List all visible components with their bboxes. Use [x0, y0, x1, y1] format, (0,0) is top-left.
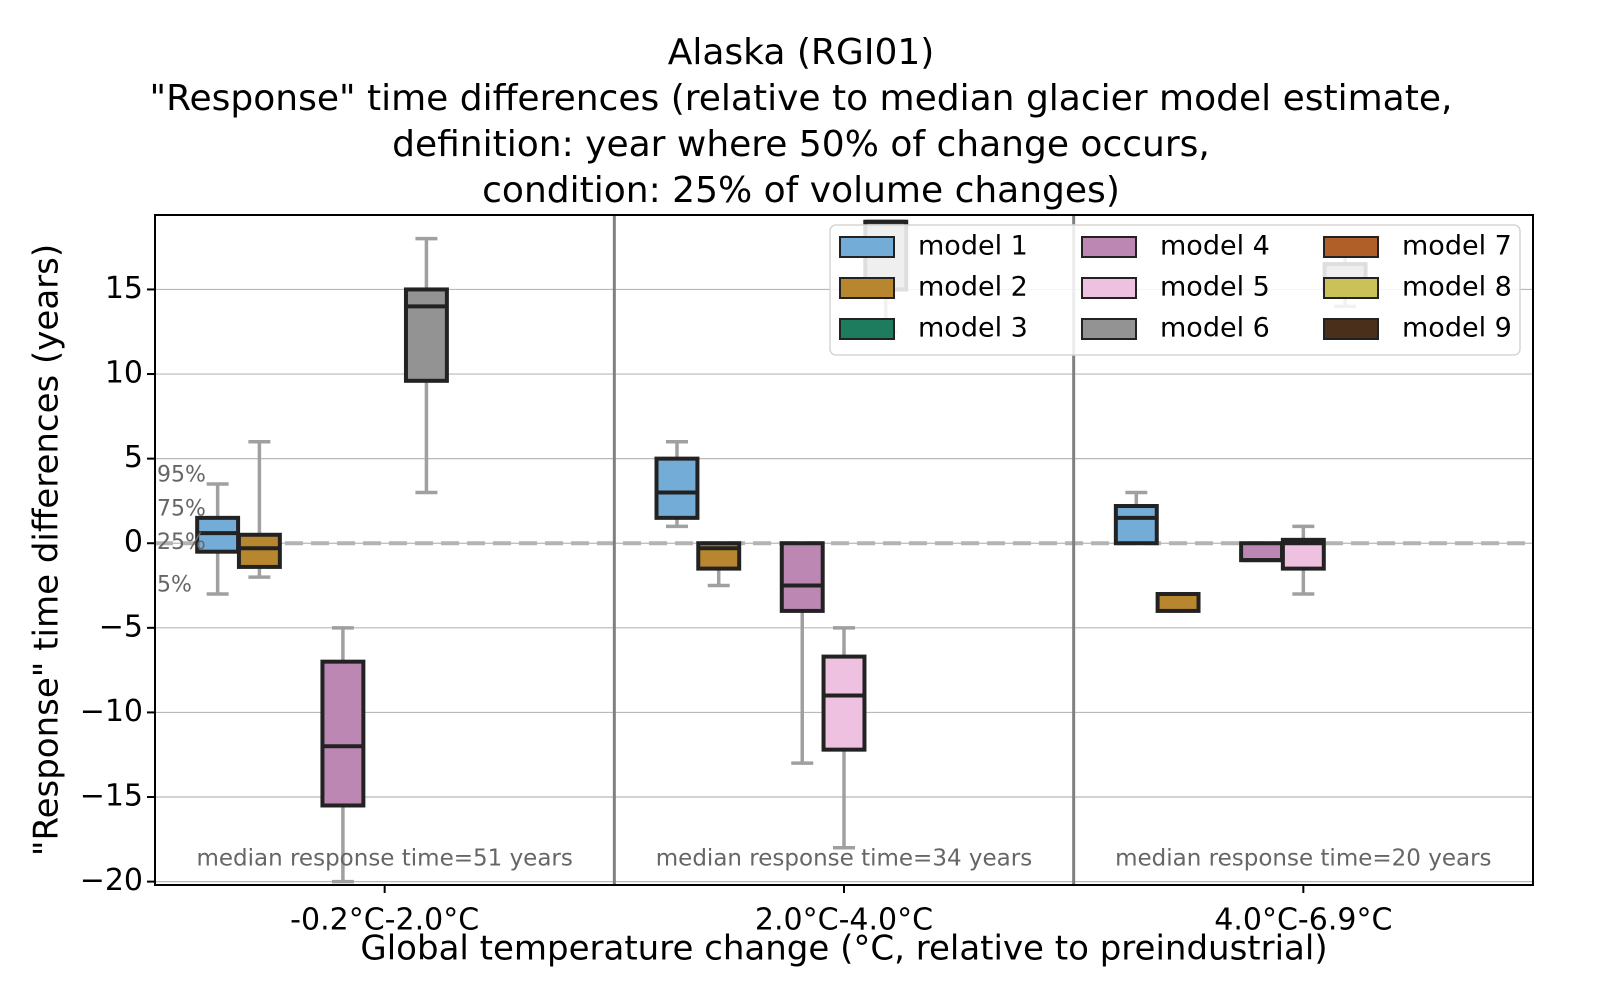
legend-label: model 1 — [918, 231, 1028, 262]
legend-swatch — [839, 236, 895, 258]
box-model-4 — [1239, 541, 1285, 563]
legend-label: model 4 — [1160, 231, 1270, 262]
y-tick-label: 0 — [124, 525, 143, 560]
legend-item: model 6 — [1081, 313, 1270, 344]
title-line: "Response" time differences (relative to… — [149, 78, 1453, 119]
box-body — [654, 456, 700, 520]
box-body — [320, 659, 366, 808]
box-body — [821, 654, 867, 752]
y-tick-label: −10 — [80, 694, 143, 729]
legend-swatch — [1323, 236, 1379, 258]
legend-swatch — [839, 318, 895, 340]
legend-label: model 2 — [918, 272, 1028, 303]
legend-swatch — [1081, 318, 1137, 340]
box-model-2 — [696, 541, 742, 588]
box-body — [1155, 591, 1201, 613]
box-body — [1239, 541, 1285, 563]
legend-item: model 1 — [839, 231, 1028, 262]
title-line: definition: year where 50% of change occ… — [392, 124, 1210, 165]
box-model-1 — [654, 439, 700, 529]
box-model-2 — [236, 439, 282, 579]
box-model-5 — [1280, 524, 1326, 596]
box-model-1 — [1113, 490, 1159, 546]
box-body — [236, 532, 282, 569]
legend-swatch — [1323, 277, 1379, 299]
y-tick-label: −20 — [80, 863, 143, 898]
title-line: condition: 25% of volume changes) — [482, 170, 1120, 211]
legend-item: model 2 — [839, 272, 1028, 303]
box-model-2 — [1155, 591, 1201, 613]
legend-item: model 8 — [1323, 272, 1512, 303]
legend-label: model 6 — [1160, 313, 1270, 344]
legend-label: model 9 — [1402, 313, 1512, 344]
box-model-4 — [320, 626, 366, 884]
legend-label: model 3 — [918, 313, 1028, 344]
y-tick-label: −5 — [99, 609, 143, 644]
box-body — [779, 541, 825, 613]
y-axis-title: "Response" time differences (years) — [27, 244, 67, 856]
y-tick-label: 15 — [105, 271, 143, 306]
legend-swatch — [1081, 236, 1137, 258]
legend-item: model 5 — [1081, 272, 1270, 303]
percentile-label: 5% — [157, 573, 192, 598]
y-tick-label: 5 — [124, 440, 143, 475]
legend-item: model 4 — [1081, 231, 1270, 262]
legend-item: model 7 — [1323, 231, 1512, 262]
axis-layer: -0.2°C-2.0°C 2.0°C-4.0°C 4.0°C-6.9°C 15 10 5 0… — [27, 214, 1534, 969]
box-model-4 — [779, 541, 825, 765]
legend-label: model 8 — [1402, 272, 1512, 303]
box-model-6 — [403, 236, 449, 495]
legend-swatch — [1081, 277, 1137, 299]
legend-swatch — [1323, 318, 1379, 340]
x-tick-label: 4.0°C-6.9°C — [1214, 903, 1392, 938]
percentile-label: 75% — [157, 496, 206, 521]
median-response-note: median response time=34 years — [656, 846, 1032, 872]
median-response-note: median response time=51 years — [196, 846, 572, 872]
legend-item: model 3 — [839, 313, 1028, 344]
box-body — [403, 287, 449, 383]
x-axis-title: Global temperature change (°C, relative … — [360, 929, 1327, 969]
legend: model 1 model 2 model 3 model 4 model 5 model… — [829, 224, 1521, 356]
box-model-5 — [821, 626, 867, 850]
median-response-note: median response time=20 years — [1115, 846, 1491, 872]
x-tick-label: 2.0°C-4.0°C — [755, 903, 933, 938]
percentile-label: 95% — [157, 463, 206, 488]
annotation-layer: median response time=51 years median resp… — [157, 463, 1492, 872]
percentile-label: 25% — [157, 530, 206, 555]
chart-title: Alaska (RGI01) "Response" time differenc… — [1, 30, 1600, 214]
y-tick-label: −15 — [80, 779, 143, 814]
legend-label: model 5 — [1160, 272, 1270, 303]
title-line: Alaska (RGI01) — [667, 32, 935, 73]
legend-item: model 9 — [1323, 313, 1512, 344]
x-tick-label: -0.2°C-2.0°C — [290, 903, 479, 938]
legend-label: model 7 — [1402, 231, 1512, 262]
box-body — [1113, 504, 1159, 546]
legend-swatch — [839, 277, 895, 299]
y-tick-label: 10 — [105, 356, 143, 391]
